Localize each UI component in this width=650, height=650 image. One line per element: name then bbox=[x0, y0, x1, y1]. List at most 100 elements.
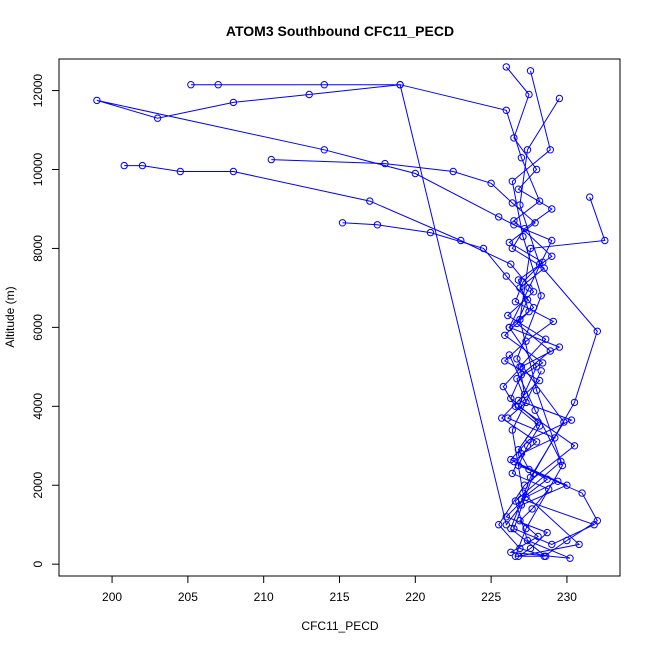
point-3-7 bbox=[546, 347, 554, 355]
point-1-16 bbox=[551, 434, 559, 442]
point-0-46 bbox=[519, 232, 527, 241]
data-layer bbox=[93, 63, 609, 562]
point-0-5 bbox=[548, 205, 556, 213]
point-4-8 bbox=[519, 278, 527, 286]
point-4-13 bbox=[535, 376, 544, 385]
point-0-14 bbox=[499, 382, 507, 391]
x-tick-label-4: 220 bbox=[405, 590, 425, 604]
point-4-2 bbox=[449, 167, 457, 176]
point-1-9 bbox=[514, 276, 523, 284]
y-tick-label-6: 12000 bbox=[31, 74, 45, 108]
point-0-47 bbox=[508, 177, 516, 186]
point-3-16 bbox=[540, 552, 548, 560]
point-0-3 bbox=[532, 165, 541, 174]
point-4-24 bbox=[570, 398, 579, 407]
x-tick-label-2: 210 bbox=[254, 590, 274, 604]
x-tick-label-3: 215 bbox=[329, 590, 349, 604]
point-2-18 bbox=[543, 528, 551, 537]
point-4-28 bbox=[523, 146, 532, 154]
y-tick-label-0: 0 bbox=[31, 561, 45, 568]
point-1-6 bbox=[535, 197, 544, 205]
y-tick-label-4: 8000 bbox=[31, 235, 45, 262]
point-0-24 bbox=[229, 98, 238, 107]
point-0-25 bbox=[153, 114, 162, 122]
point-0-45 bbox=[537, 292, 545, 300]
x-axis: 200 205 210 215 220 225 230 bbox=[102, 575, 577, 604]
point-1-18 bbox=[508, 469, 516, 478]
point-1-3 bbox=[396, 81, 404, 89]
point-3-3 bbox=[479, 244, 488, 253]
point-0-36 bbox=[570, 442, 579, 450]
point-3-12 bbox=[525, 465, 533, 474]
point-4-23 bbox=[529, 469, 538, 478]
point-2-12 bbox=[498, 414, 506, 422]
point-0-7 bbox=[508, 244, 516, 253]
point-0-32 bbox=[525, 284, 533, 292]
point-4-18 bbox=[543, 475, 551, 483]
point-2-9 bbox=[542, 335, 550, 343]
point-4-10 bbox=[549, 317, 557, 326]
point-1-29 bbox=[505, 351, 513, 359]
y-tick-label-1: 2000 bbox=[31, 472, 45, 499]
x-tick-label-0: 200 bbox=[102, 590, 122, 604]
point-3-10 bbox=[534, 418, 542, 426]
point-0-49 bbox=[526, 67, 535, 75]
point-3-21 bbox=[516, 315, 524, 324]
point-3-0 bbox=[338, 219, 347, 227]
point-4-25 bbox=[593, 327, 601, 335]
point-0-48 bbox=[546, 146, 554, 154]
point-0-23 bbox=[305, 90, 313, 99]
point-3-5 bbox=[523, 296, 532, 304]
point-1-4 bbox=[502, 106, 510, 115]
point-4-29 bbox=[555, 94, 564, 103]
point-0-12 bbox=[555, 343, 564, 351]
point-0-30 bbox=[510, 221, 518, 229]
point-2-21 bbox=[575, 540, 583, 549]
point-4-21 bbox=[548, 540, 556, 549]
x-axis-label: CFC11_PECD bbox=[301, 619, 378, 633]
point-0-27 bbox=[320, 146, 328, 154]
point-0-44 bbox=[513, 355, 521, 363]
point-4-3 bbox=[487, 179, 495, 188]
point-1-24 bbox=[566, 554, 574, 562]
point-4-14 bbox=[514, 396, 523, 405]
point-3-19 bbox=[558, 461, 567, 470]
y-axis-label: Altitude (m) bbox=[3, 286, 17, 347]
point-1-12 bbox=[539, 359, 547, 367]
series-line-profile-d bbox=[342, 196, 606, 557]
point-2-1 bbox=[138, 161, 147, 170]
point-1-5 bbox=[517, 154, 526, 162]
point-2-3 bbox=[229, 167, 238, 176]
point-2-19 bbox=[526, 544, 535, 553]
point-4-9 bbox=[511, 298, 520, 306]
y-tick-label-5: 10000 bbox=[31, 152, 45, 186]
point-4-17 bbox=[507, 455, 515, 464]
point-1-20 bbox=[528, 505, 536, 513]
point-3-24 bbox=[586, 193, 594, 201]
point-1-8 bbox=[548, 252, 556, 260]
point-3-9 bbox=[507, 394, 515, 403]
series-line-profile-b bbox=[190, 84, 571, 559]
point-1-22 bbox=[534, 532, 542, 541]
series-line-profile bbox=[96, 66, 576, 557]
point-2-0 bbox=[120, 161, 128, 170]
point-0-38 bbox=[495, 521, 503, 529]
point-2-8 bbox=[504, 311, 512, 320]
point-1-11 bbox=[501, 331, 509, 339]
point-1-0 bbox=[187, 81, 195, 89]
point-4-20 bbox=[590, 521, 598, 529]
point-4-15 bbox=[567, 416, 576, 424]
point-3-23 bbox=[601, 236, 609, 245]
point-4-4 bbox=[508, 199, 516, 207]
point-3-11 bbox=[514, 446, 523, 454]
point-4-16 bbox=[525, 436, 533, 444]
point-4-11 bbox=[522, 337, 530, 345]
chart-title: ATOM3 Southbound CFC11_PECD bbox=[226, 23, 454, 39]
point-4-1 bbox=[381, 159, 389, 168]
point-2-2 bbox=[176, 167, 185, 176]
point-3-4 bbox=[502, 272, 510, 280]
point-0-0 bbox=[502, 63, 510, 71]
y-tick-label-3: 6000 bbox=[31, 314, 45, 341]
point-0-15 bbox=[511, 402, 520, 410]
point-4-22 bbox=[510, 524, 518, 533]
